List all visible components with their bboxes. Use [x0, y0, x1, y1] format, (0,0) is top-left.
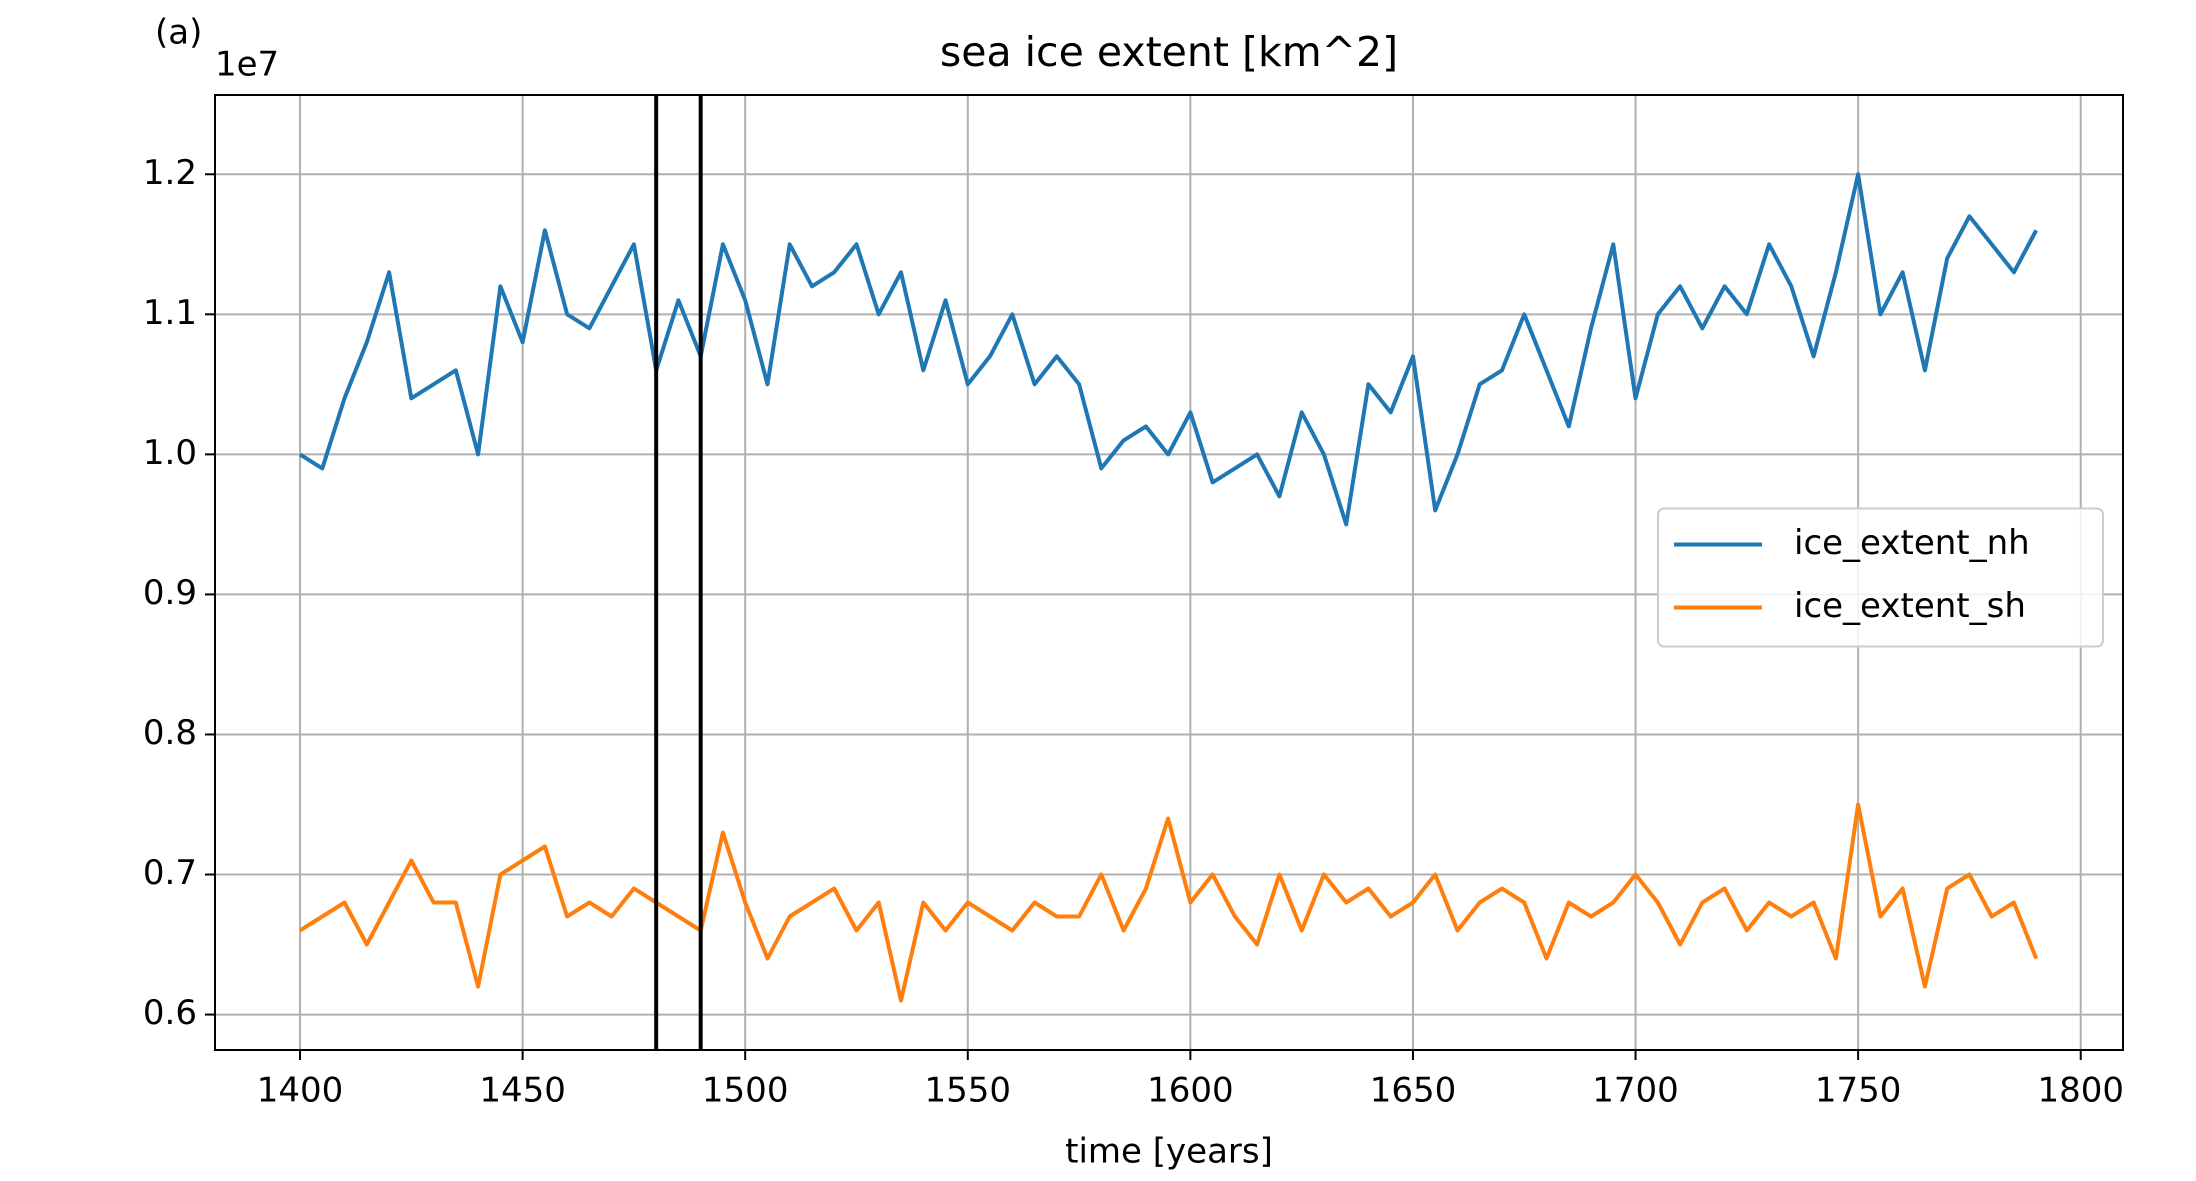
y-tick-label: 0.7: [143, 853, 197, 893]
x-tick-label: 1750: [1815, 1071, 1902, 1111]
y-tick-label: 0.9: [143, 573, 197, 613]
y-offset-label: 1e7: [215, 45, 279, 85]
x-tick-label: 1600: [1147, 1071, 1234, 1111]
x-tick-label: 1450: [479, 1071, 566, 1111]
legend-box: [1657, 507, 2104, 648]
x-tick-label: 1800: [2037, 1071, 2124, 1111]
y-tick-label: 0.6: [143, 993, 197, 1033]
chart-title: sea ice extent [km^2]: [940, 28, 1398, 76]
x-tick-label: 1650: [1370, 1071, 1457, 1111]
x-tick-label: 1400: [257, 1071, 344, 1111]
legend-label: ice_extent_nh: [1794, 523, 2030, 563]
y-tick-label: 0.8: [143, 713, 197, 753]
plot-frame: [214, 94, 2124, 1051]
y-tick-label: 1.1: [143, 293, 197, 333]
y-tick-label: 1.0: [143, 433, 197, 473]
legend-label: ice_extent_sh: [1794, 586, 2026, 626]
x-tick-label: 1700: [1592, 1071, 1679, 1111]
series-line: [298, 172, 2038, 527]
x-tick-label: 1500: [702, 1071, 789, 1111]
y-tick-label: 1.2: [143, 153, 197, 193]
legend: ice_extent_nh ice_extent_sh: [1657, 507, 2104, 648]
series-line: [298, 802, 2039, 1003]
x-axis-label: time [years]: [1065, 1132, 1273, 1172]
x-tick-label: 1550: [925, 1071, 1012, 1111]
panel-label: (a): [155, 13, 202, 53]
